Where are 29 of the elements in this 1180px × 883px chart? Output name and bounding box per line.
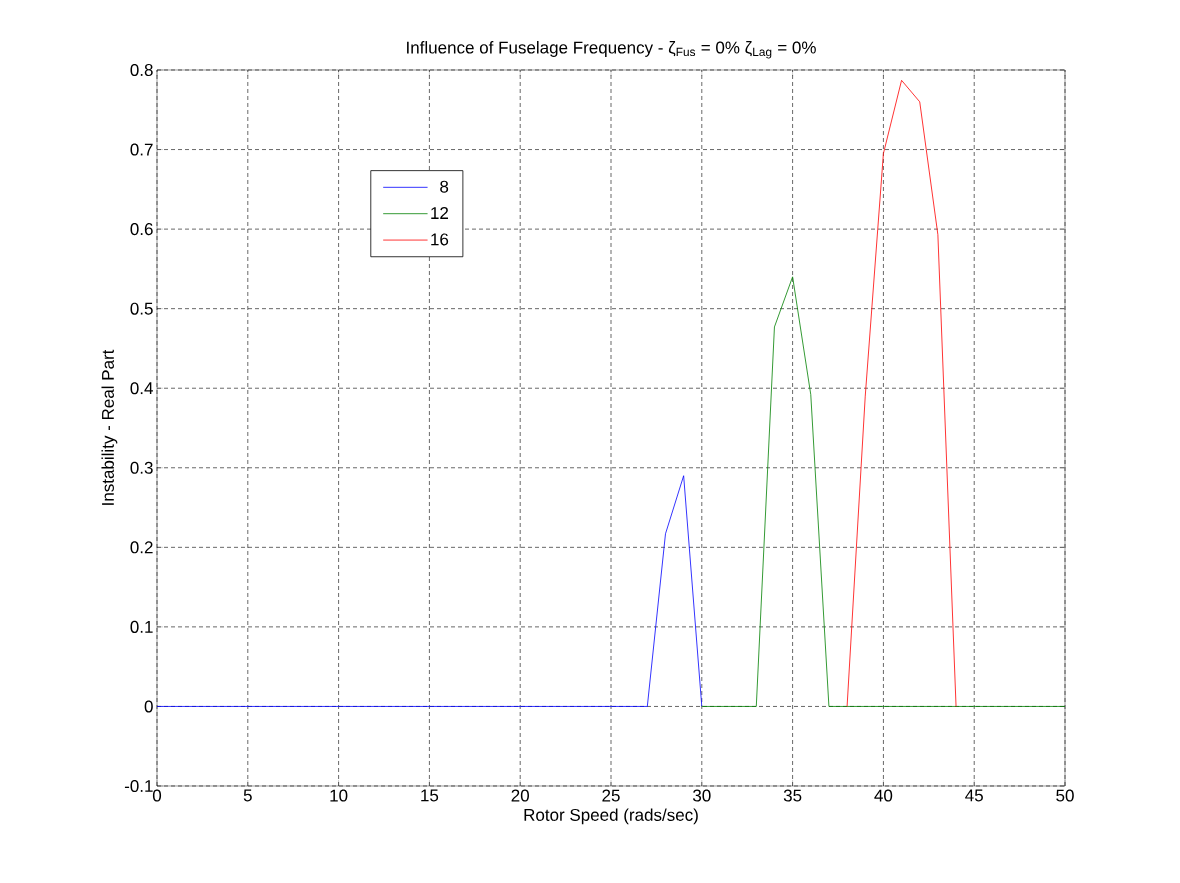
x-tick-label: 0 — [152, 789, 162, 802]
y-tick-label: 0.3 — [130, 461, 153, 474]
y-tick-label: 0.7 — [130, 143, 153, 156]
x-tick-label: 25 — [602, 789, 620, 802]
x-axis-title: Rotor Speed (rads/sec) — [524, 808, 698, 825]
x-tick-label: 35 — [783, 789, 802, 802]
y-tick-label: 0 — [144, 700, 153, 713]
x-tick-label: 30 — [692, 789, 711, 802]
y-tick-label: 0.4 — [130, 382, 153, 395]
y-tick-label: -0.1 — [124, 779, 153, 793]
y-tick-label: 0.8 — [130, 63, 153, 77]
y-axis-title: Instability - Real Part — [101, 349, 118, 505]
y-tick-label: 0.1 — [130, 620, 153, 633]
x-tick-label: 5 — [243, 789, 252, 802]
x-tick-label: 50 — [1056, 789, 1074, 802]
line-series — [846, 79, 957, 707]
x-tick-label: 15 — [421, 789, 439, 802]
legend-label: 8 — [440, 180, 449, 193]
y-tick-label: 0.5 — [130, 302, 153, 315]
legend-label: 12 — [431, 207, 449, 219]
y-tick-label: 0.6 — [130, 223, 153, 236]
x-tick-label: 20 — [511, 789, 529, 802]
chart-title: Influence of Fuselage Frequency - ζ$_{Fus}$ = 0% ζ$_{Lag}$ = 0% — [407, 41, 816, 59]
y-tick-label: 0.2 — [130, 541, 153, 554]
line-series — [701, 276, 1066, 707]
x-tick-label: 40 — [874, 789, 893, 802]
x-tick-label: 10 — [330, 789, 348, 802]
legend-label: 16 — [431, 233, 449, 246]
x-tick-label: 45 — [965, 789, 983, 802]
